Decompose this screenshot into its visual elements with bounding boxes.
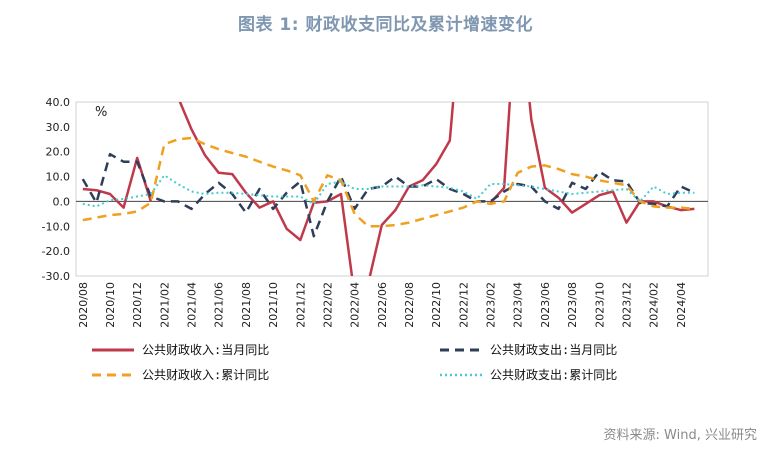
y-tick-label: 0.0 bbox=[53, 195, 71, 208]
x-tick-label: 2020/12 bbox=[131, 282, 144, 328]
x-tick-label: 2022/02 bbox=[321, 282, 334, 328]
x-tick-label: 2021/02 bbox=[158, 282, 171, 328]
x-tick-label: 2021/10 bbox=[267, 282, 280, 328]
y-tick-label: 30.0 bbox=[46, 121, 71, 134]
x-tick-label: 2020/10 bbox=[104, 282, 117, 328]
x-tick-label: 2021/06 bbox=[213, 282, 226, 328]
y-tick-label: -30.0 bbox=[42, 270, 70, 283]
x-tick-label: 2021/12 bbox=[294, 282, 307, 328]
legend-label: 公共财政支出:累计同比 bbox=[490, 368, 617, 382]
x-tick-label: 2021/04 bbox=[186, 282, 199, 328]
source-note: 资料来源: Wind, 兴业研究 bbox=[603, 428, 757, 443]
x-tick-label: 2022/10 bbox=[430, 282, 443, 328]
x-tick-label: 2024/02 bbox=[648, 282, 661, 328]
x-tick-label: 2023/08 bbox=[566, 282, 579, 328]
x-tick-label: 2024/04 bbox=[675, 282, 688, 328]
unit-label: % bbox=[95, 105, 107, 120]
y-tick-label: 20.0 bbox=[46, 146, 71, 159]
x-tick-label: 2022/08 bbox=[403, 282, 416, 328]
series-line-2 bbox=[81, 152, 695, 238]
x-tick-label: 2023/10 bbox=[593, 282, 606, 328]
x-tick-label: 2023/12 bbox=[620, 282, 633, 328]
x-tick-label: 2021/08 bbox=[240, 282, 253, 328]
x-tick-label: 2022/04 bbox=[349, 282, 362, 328]
x-tick-label: 2020/08 bbox=[77, 282, 90, 328]
y-tick-label: 10.0 bbox=[46, 171, 71, 184]
y-tick-label: -20.0 bbox=[42, 245, 70, 258]
legend-label: 公共财政收入:当月同比 bbox=[142, 343, 269, 357]
series-line-4 bbox=[82, 174, 695, 208]
y-tick-label: -10.0 bbox=[42, 220, 70, 233]
x-tick-label: 2022/12 bbox=[457, 282, 470, 328]
y-tick-label: 40.0 bbox=[46, 96, 71, 109]
x-tick-label: 2022/06 bbox=[376, 282, 389, 328]
series-line-1 bbox=[82, 102, 695, 276]
legend-label: 公共财政支出:当月同比 bbox=[490, 343, 617, 357]
x-tick-label: 2023/02 bbox=[485, 282, 498, 328]
chart-title: 图表 1: 财政收支同比及累计增速变化 bbox=[238, 15, 533, 35]
series-line-3 bbox=[82, 136, 695, 228]
legend-label: 公共财政收入:累计同比 bbox=[142, 368, 269, 382]
x-tick-label: 2023/04 bbox=[512, 282, 525, 328]
x-tick-label: 2023/06 bbox=[539, 282, 552, 328]
plot-frame bbox=[75, 101, 709, 277]
